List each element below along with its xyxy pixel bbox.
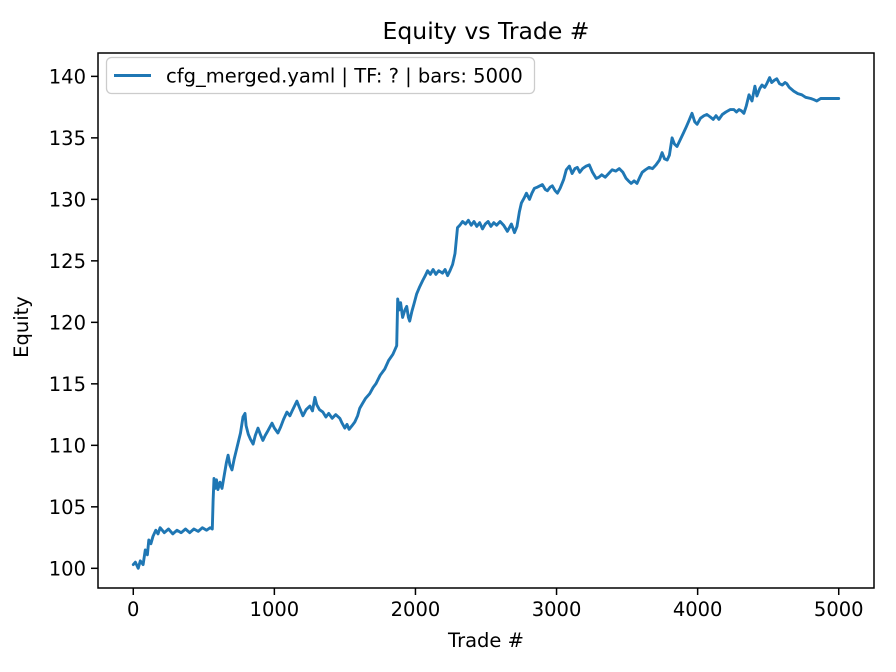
y-tick-label: 120 <box>49 311 86 334</box>
axes-layer: 0 1000 2000 3000 4000 5000 100 105 110 115 120 125 1… <box>49 65 864 621</box>
legend: cfg_merged.yaml | TF: ? | bars: 5000 <box>105 56 536 95</box>
x-tick-label: 3000 <box>532 598 582 621</box>
legend-entry-label: cfg_merged.yaml | TF: ? | bars: 5000 <box>166 65 523 88</box>
x-tick-label: 4000 <box>673 598 723 621</box>
x-axis-label: Trade # <box>447 629 524 652</box>
x-tick-label: 0 <box>127 598 139 621</box>
y-axis-label: Equity <box>10 296 33 358</box>
y-tick-label: 105 <box>49 496 86 519</box>
y-tick-label: 100 <box>49 557 86 580</box>
y-tick-label: 110 <box>49 434 86 457</box>
y-tick-label: 125 <box>49 250 86 273</box>
plot-frame <box>97 52 875 589</box>
y-tick-label: 135 <box>49 127 86 150</box>
y-tick-label: 115 <box>49 373 86 396</box>
y-tick-label: 140 <box>49 65 86 88</box>
chart-title: Equity vs Trade # <box>383 17 590 45</box>
legend-frame <box>105 56 536 95</box>
x-tick-label: 2000 <box>391 598 441 621</box>
x-tick-label: 5000 <box>814 598 864 621</box>
equity-line-series <box>131 76 841 570</box>
y-tick-label: 130 <box>49 188 86 211</box>
x-tick-label: 1000 <box>250 598 300 621</box>
